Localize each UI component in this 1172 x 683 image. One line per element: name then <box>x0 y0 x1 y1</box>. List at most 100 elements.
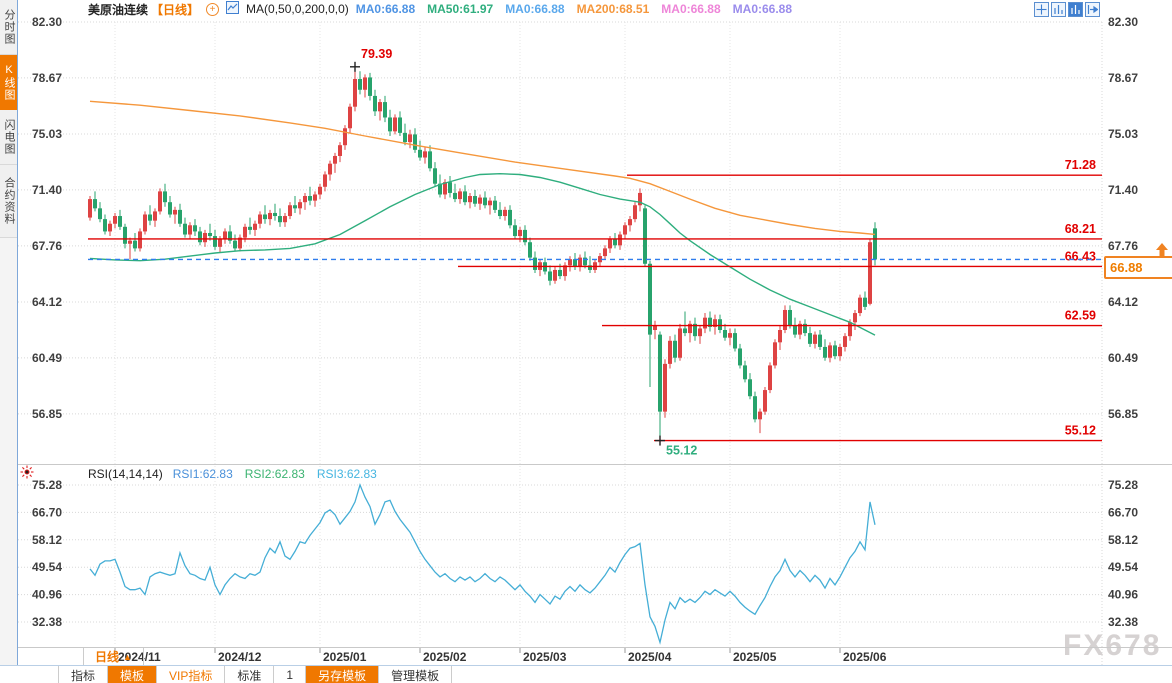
svg-text:71.40: 71.40 <box>32 183 62 197</box>
svg-text:64.12: 64.12 <box>1108 295 1138 309</box>
toolbar-tab-4[interactable]: 1 <box>274 666 307 683</box>
candle <box>768 362 772 394</box>
candle <box>398 111 402 136</box>
candle <box>193 219 197 237</box>
svg-text:78.67: 78.67 <box>1108 71 1138 85</box>
toolbar-tab-2[interactable]: VIP指标 <box>157 666 226 683</box>
candle <box>368 72 372 101</box>
price-axis-labels: 82.30 82.30 78.67 78.67 75.03 75.03 71.40 71.40… <box>32 15 1138 421</box>
current-price-box: 66.88 <box>1104 256 1172 279</box>
svg-text:2025/05: 2025/05 <box>733 650 777 664</box>
bar-chart-outline-icon[interactable] <box>1051 2 1066 17</box>
rsi-series-labels: RSI1:62.83 RSI2:62.83 RSI3:62.83 <box>173 467 377 481</box>
candle <box>743 360 747 383</box>
candle <box>133 232 137 252</box>
toolbar-tab-3[interactable]: 标准 <box>225 666 275 683</box>
axis-divider <box>18 647 1172 648</box>
candle <box>393 114 397 135</box>
candle <box>628 216 632 232</box>
candle <box>548 265 552 286</box>
candle <box>698 325 702 344</box>
candle <box>343 125 347 150</box>
candle <box>588 256 592 274</box>
toolbar-tab-5[interactable]: 另存模板 <box>306 666 380 683</box>
svg-text:32.38: 32.38 <box>1108 615 1138 629</box>
candle <box>658 331 662 441</box>
candle <box>428 145 432 172</box>
svg-text:49.54: 49.54 <box>32 560 62 574</box>
candle <box>668 336 672 369</box>
candle <box>158 188 162 215</box>
candle <box>738 343 742 369</box>
bottom-toolbar: 指标 模板 VIP指标 标准 1 另存模板 管理模板 <box>0 665 1172 683</box>
toolbar-tab-0[interactable]: 指标 <box>59 666 109 683</box>
candle <box>378 99 382 121</box>
ma-value-label: MA200:68.51 <box>576 2 650 16</box>
candle <box>178 203 182 227</box>
candle <box>523 225 527 246</box>
period-selector[interactable]: 日线 ▲ <box>83 648 144 665</box>
candle <box>793 317 797 338</box>
candle <box>238 234 242 252</box>
candle <box>598 253 602 267</box>
candle <box>283 212 287 227</box>
candle <box>348 103 352 133</box>
candle <box>723 323 727 341</box>
date-axis-row: 日线 ▲ <box>18 648 1172 665</box>
sidebar-tab-kline-chart[interactable]: K线图 <box>0 55 17 110</box>
pan-mode-icon[interactable] <box>1034 2 1049 17</box>
candle <box>638 188 642 212</box>
svg-text:49.54: 49.54 <box>1108 560 1138 574</box>
candle <box>863 291 867 310</box>
candle <box>788 305 792 329</box>
candle <box>653 320 657 340</box>
candle <box>213 229 217 250</box>
candle <box>673 334 677 363</box>
svg-text:68.21: 68.21 <box>1065 222 1096 236</box>
candle <box>753 391 757 423</box>
candle <box>153 208 157 227</box>
candle <box>513 219 517 240</box>
pane-divider[interactable] <box>0 464 1172 465</box>
svg-text:2025/04: 2025/04 <box>628 650 672 664</box>
ma-formula-label: MA(0,50,0,200,0,0) <box>246 2 349 16</box>
period-tag: 【日线】 <box>151 2 200 17</box>
ma200-line <box>89 100 876 236</box>
toolbar-tab-1[interactable]: 模板 <box>108 666 158 683</box>
mini-chart-icon[interactable] <box>226 1 240 17</box>
sidebar-tab-flash-chart[interactable]: 闪电图 <box>0 110 17 165</box>
candle <box>478 194 482 210</box>
ma-value-label: MA0:66.88 <box>505 2 565 16</box>
rsi-value-label: RSI2:62.83 <box>244 467 305 481</box>
svg-text:32.38: 32.38 <box>32 615 62 629</box>
sidebar-tab-contract-info[interactable]: 合约资料 <box>0 165 17 238</box>
candle <box>323 171 327 192</box>
add-overlay-icon[interactable]: + <box>206 2 220 16</box>
candle <box>448 176 452 198</box>
candle <box>633 202 637 223</box>
candle <box>93 191 97 212</box>
candle <box>338 142 342 163</box>
candle <box>868 239 872 306</box>
svg-text:67.76: 67.76 <box>1108 239 1138 253</box>
candle <box>458 188 462 204</box>
sidebar-tab-time-chart[interactable]: 分时图 <box>0 0 17 55</box>
svg-text:66.70: 66.70 <box>1108 505 1138 519</box>
bar-chart-filled-icon[interactable] <box>1068 2 1083 17</box>
candle <box>198 226 202 246</box>
candle <box>808 326 812 347</box>
candle <box>488 197 492 215</box>
candle <box>828 342 832 363</box>
candle <box>683 311 687 337</box>
candle <box>688 320 692 343</box>
toolbar-tab-6[interactable]: 管理模板 <box>379 666 453 683</box>
indicator-settings-icon[interactable] <box>20 465 34 484</box>
ma-value-label: MA0:66.88 <box>732 2 793 16</box>
candle <box>293 196 297 213</box>
candle <box>503 206 507 221</box>
candle <box>303 192 307 210</box>
next-page-icon[interactable] <box>1085 2 1100 17</box>
candle <box>618 231 622 250</box>
